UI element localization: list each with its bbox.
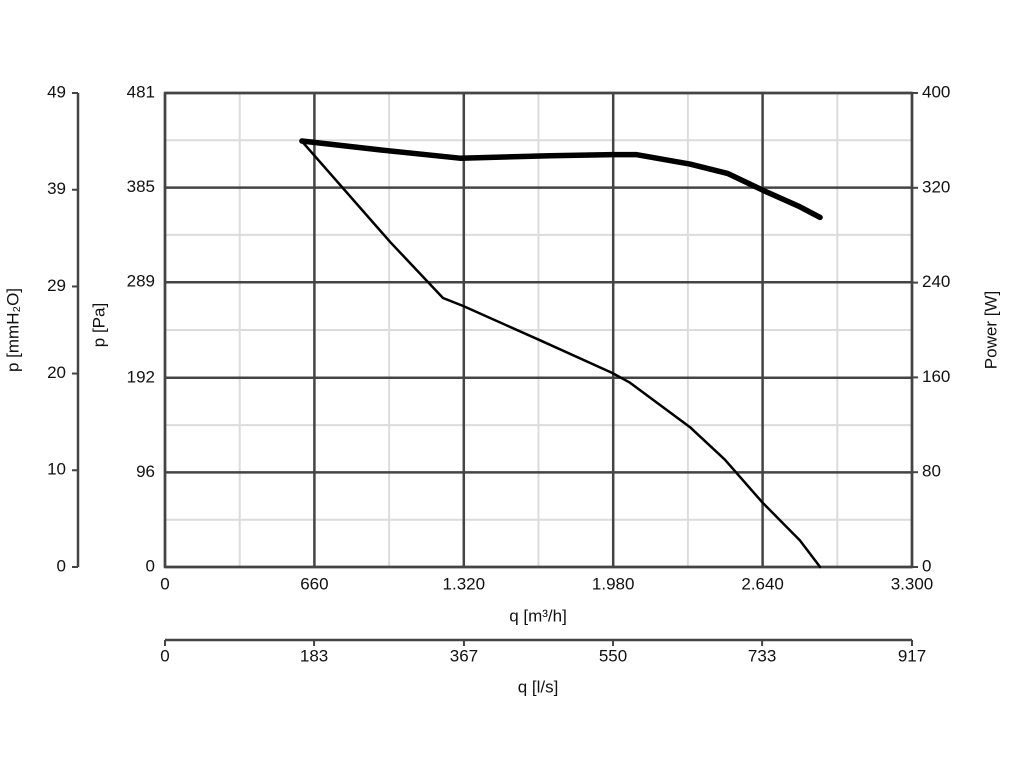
x-tick-label: 3.300 <box>891 574 934 593</box>
plot-frame <box>163 91 914 569</box>
y-tick-label: 481 <box>127 82 155 101</box>
y-axis-label: p [Pa] <box>89 303 108 347</box>
x2-tick-label: 917 <box>898 646 926 665</box>
x-tick-label: 2.640 <box>741 574 784 593</box>
x2-axis-label: q [l/s] <box>518 677 559 696</box>
y2-tick-label: 400 <box>922 82 950 101</box>
y-tick-label: 385 <box>127 177 155 196</box>
y2-tick-label: 160 <box>922 367 950 386</box>
y-tick-label: 96 <box>136 462 155 481</box>
yalt-tick-label: 49 <box>47 82 66 101</box>
x2-tick-label: 0 <box>160 646 169 665</box>
curve <box>300 140 822 569</box>
x-tick-label: 0 <box>160 574 169 593</box>
x-tick-label: 1.320 <box>443 574 486 593</box>
y2-tick-label: 240 <box>922 272 950 291</box>
yalt-tick-label: 0 <box>57 556 66 575</box>
x-axis-label: q [m³/h] <box>509 606 567 625</box>
x2-tick-label: 367 <box>450 646 478 665</box>
curve <box>299 138 823 221</box>
x-tick-label: 1.980 <box>592 574 635 593</box>
yalt-tick-label: 20 <box>47 363 66 382</box>
x-tick-label: 660 <box>300 574 328 593</box>
y2-tick-label: 80 <box>922 462 941 481</box>
y2-axis-label: Power [W] <box>981 291 1000 369</box>
yalt-axis-label: p [mmH₂O] <box>3 288 22 372</box>
x2-tick-label: 183 <box>300 646 328 665</box>
x2-tick-label: 733 <box>748 646 776 665</box>
yalt-tick-label: 29 <box>47 276 66 295</box>
y-tick-label: 289 <box>127 272 155 291</box>
y2-tick-label: 0 <box>922 556 931 575</box>
x2-tick-label: 550 <box>599 646 627 665</box>
y-tick-label: 0 <box>146 556 155 575</box>
y2-tick-label: 320 <box>922 177 950 196</box>
yalt-tick-label: 39 <box>47 179 66 198</box>
y-tick-label: 192 <box>127 367 155 386</box>
yalt-tick-label: 10 <box>47 460 66 479</box>
